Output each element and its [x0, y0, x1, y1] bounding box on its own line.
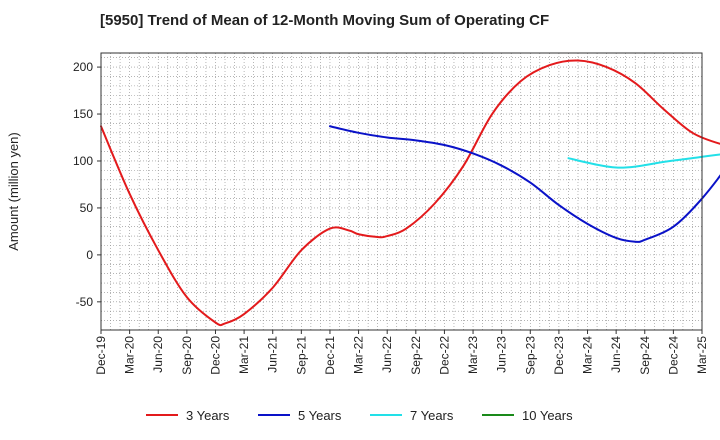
- x-tick-label: Mar-23: [466, 336, 480, 374]
- series-line-3-years: [100, 59, 720, 327]
- x-tick-label: Jun-22: [380, 336, 394, 373]
- y-tick-label: 50: [80, 201, 94, 215]
- legend-item-7-years: 7 Years: [370, 408, 454, 423]
- y-tick-label: 100: [73, 154, 93, 168]
- x-tick-label: Sep-21: [294, 336, 308, 375]
- x-tick-label: Mar-22: [352, 336, 366, 374]
- x-tick-label: Dec-24: [666, 336, 680, 375]
- series-layer: [100, 59, 720, 327]
- chart-title: [5950] Trend of Mean of 12-Month Moving …: [100, 12, 550, 29]
- plot-frame: [100, 52, 703, 331]
- legend: 3 Years 5 Years 7 Years 10 Years: [146, 408, 573, 423]
- series-7-years: [567, 153, 720, 169]
- x-tick-label: Jun-24: [609, 336, 623, 373]
- tick-layer: -50 0 50 100 150 200 Dec-19 Mar-20 Jun-20 Sep-20 D…: [73, 60, 709, 375]
- series-line-5-years: [328, 125, 720, 243]
- x-tick-label: Jun-20: [151, 336, 165, 373]
- x-tick-label: Dec-21: [323, 336, 337, 375]
- x-tick-label: Dec-20: [208, 336, 222, 375]
- x-tick-label: Mar-25: [695, 336, 709, 374]
- legend-label: 3 Years: [186, 408, 230, 423]
- grid-layer: [100, 53, 703, 331]
- y-tick-label: 150: [73, 107, 93, 121]
- series-5-years: [328, 125, 720, 243]
- x-tick-label: Sep-23: [523, 336, 537, 375]
- y-tick-label: -50: [76, 295, 94, 309]
- x-tick-label: Jun-21: [266, 336, 280, 373]
- legend-label: 10 Years: [522, 408, 573, 423]
- legend-item-3-years: 3 Years: [146, 408, 230, 423]
- x-tick-label: Jun-23: [495, 336, 509, 373]
- x-tick-label: Sep-24: [638, 336, 652, 375]
- x-tick-label: Mar-20: [123, 336, 137, 374]
- legend-item-10-years: 10 Years: [482, 408, 573, 423]
- x-tick-label: Mar-21: [237, 336, 251, 374]
- x-tick-label: Sep-22: [409, 336, 423, 375]
- x-tick-label: Dec-19: [94, 336, 108, 375]
- x-tick-label: Dec-23: [552, 336, 566, 375]
- x-tick-label: Dec-22: [437, 336, 451, 375]
- y-tick-label: 200: [73, 60, 93, 74]
- series-line-7-years: [567, 153, 720, 169]
- legend-item-5-years: 5 Years: [258, 408, 342, 423]
- legend-label: 7 Years: [410, 408, 454, 423]
- series-3-years: [100, 59, 720, 327]
- legend-label: 5 Years: [298, 408, 342, 423]
- y-axis-label: Amount (million yen): [6, 132, 21, 251]
- x-tick-label: Mar-24: [581, 336, 595, 374]
- y-tick-label: 0: [86, 248, 93, 262]
- x-tick-label: Sep-20: [180, 336, 194, 375]
